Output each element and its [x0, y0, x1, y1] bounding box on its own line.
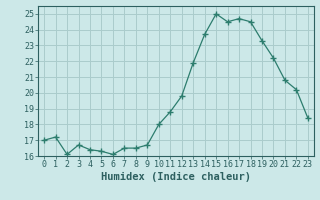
X-axis label: Humidex (Indice chaleur): Humidex (Indice chaleur) — [101, 172, 251, 182]
